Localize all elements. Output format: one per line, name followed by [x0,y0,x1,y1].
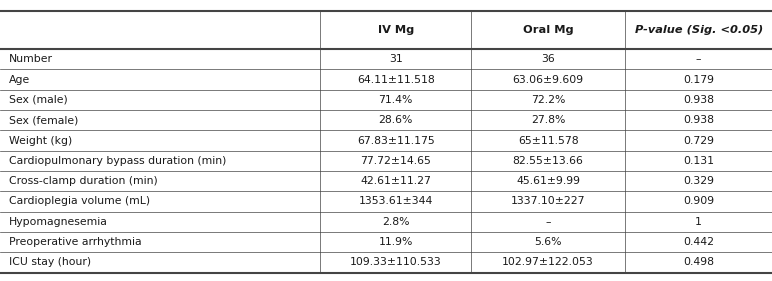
Text: Number: Number [9,54,53,64]
Text: 109.33±110.533: 109.33±110.533 [350,257,442,268]
Text: –: – [545,217,551,227]
Text: 42.61±11.27: 42.61±11.27 [361,176,431,186]
Text: 102.97±122.053: 102.97±122.053 [503,257,594,268]
Text: 0.329: 0.329 [683,176,714,186]
Text: IV Mg: IV Mg [378,25,414,35]
Text: 1: 1 [696,217,702,227]
Text: 28.6%: 28.6% [378,115,413,125]
Text: P-value (Sig. <0.05): P-value (Sig. <0.05) [635,25,763,35]
Text: 0.909: 0.909 [683,196,714,207]
Text: Oral Mg: Oral Mg [523,25,574,35]
Text: 77.72±14.65: 77.72±14.65 [361,156,431,166]
Text: 1337.10±227: 1337.10±227 [511,196,585,207]
Text: 67.83±11.175: 67.83±11.175 [357,135,435,146]
Text: 0.442: 0.442 [683,237,714,247]
Text: Weight (kg): Weight (kg) [9,135,73,146]
Text: 71.4%: 71.4% [378,95,413,105]
Text: 27.8%: 27.8% [531,115,565,125]
Text: Hypomagnesemia: Hypomagnesemia [9,217,108,227]
Text: 65±11.578: 65±11.578 [518,135,578,146]
Text: 0.729: 0.729 [683,135,714,146]
Text: 0.131: 0.131 [683,156,714,166]
Text: 1353.61±344: 1353.61±344 [358,196,433,207]
Text: 5.6%: 5.6% [534,237,562,247]
Text: 11.9%: 11.9% [378,237,413,247]
Text: Cardiopulmonary bypass duration (min): Cardiopulmonary bypass duration (min) [9,156,227,166]
Text: 82.55±13.66: 82.55±13.66 [513,156,584,166]
Text: 36: 36 [541,54,555,64]
Text: Sex (male): Sex (male) [9,95,68,105]
Text: –: – [696,54,702,64]
Text: 64.11±11.518: 64.11±11.518 [357,75,435,85]
Text: 0.938: 0.938 [683,115,714,125]
Text: 0.498: 0.498 [683,257,714,268]
Text: 45.61±9.99: 45.61±9.99 [516,176,580,186]
Text: 63.06±9.609: 63.06±9.609 [513,75,584,85]
Text: 72.2%: 72.2% [531,95,565,105]
Text: Age: Age [9,75,31,85]
Text: 2.8%: 2.8% [382,217,409,227]
Text: Sex (female): Sex (female) [9,115,79,125]
Text: Cross-clamp duration (min): Cross-clamp duration (min) [9,176,158,186]
Text: ICU stay (hour): ICU stay (hour) [9,257,91,268]
Text: Cardioplegia volume (mL): Cardioplegia volume (mL) [9,196,151,207]
Text: Preoperative arrhythmia: Preoperative arrhythmia [9,237,142,247]
Text: 31: 31 [389,54,402,64]
Text: 0.938: 0.938 [683,95,714,105]
Text: 0.179: 0.179 [683,75,714,85]
